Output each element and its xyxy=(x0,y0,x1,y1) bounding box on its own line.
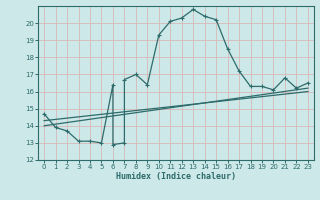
X-axis label: Humidex (Indice chaleur): Humidex (Indice chaleur) xyxy=(116,172,236,181)
